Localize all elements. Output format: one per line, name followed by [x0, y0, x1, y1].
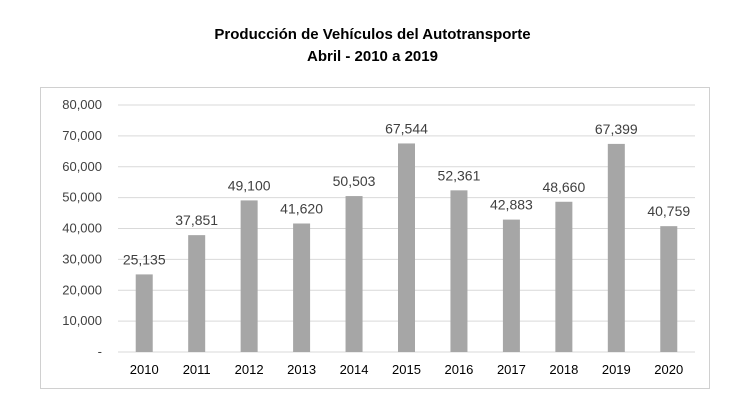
- y-tick-label: 30,000: [62, 251, 102, 266]
- x-tick-label: 2015: [392, 362, 421, 377]
- y-tick-label: 60,000: [62, 159, 102, 174]
- data-label-2018: 48,660: [542, 179, 585, 195]
- data-label-2010: 25,135: [123, 251, 166, 267]
- y-tick-label: 80,000: [62, 97, 102, 112]
- x-tick-label: 2016: [444, 362, 473, 377]
- x-tick-label: 2010: [130, 362, 159, 377]
- data-label-2019: 67,399: [595, 121, 638, 137]
- x-tick-label: 2012: [235, 362, 264, 377]
- x-tick-label: 2018: [549, 362, 578, 377]
- x-tick-label: 2011: [183, 362, 211, 377]
- data-label-2017: 42,883: [490, 197, 533, 213]
- data-label-2011: 37,851: [175, 212, 218, 228]
- data-label-2012: 49,100: [228, 177, 271, 193]
- data-label-2013: 41,620: [280, 200, 323, 216]
- bar-2015: [398, 143, 415, 352]
- x-tick-label: 2020: [654, 362, 683, 377]
- data-label-2016: 52,361: [438, 167, 481, 183]
- bar-2017: [502, 219, 520, 352]
- y-tick-label: 70,000: [62, 128, 102, 143]
- y-tick-label: 50,000: [62, 190, 102, 205]
- chart-title-block: Producción de Vehículos del Autotranspor…: [0, 24, 745, 68]
- x-tick-label: 2019: [602, 362, 631, 377]
- chart-title: Producción de Vehículos del Autotranspor…: [214, 26, 531, 43]
- x-tick-label: 2017: [497, 362, 526, 377]
- bar-2018: [555, 201, 573, 352]
- data-label-2014: 50,503: [333, 173, 376, 189]
- bar-2013: [293, 223, 311, 352]
- data-label-2020: 40,759: [647, 203, 690, 219]
- y-tick-label: -: [98, 344, 102, 359]
- x-tick-label: 2013: [287, 362, 316, 377]
- bar-2012: [240, 200, 258, 352]
- y-tick-label: 40,000: [62, 221, 102, 236]
- x-tick-label: 2014: [340, 362, 369, 377]
- chart-frame: [40, 87, 710, 389]
- bar-2014: [345, 196, 363, 352]
- bar-2019: [607, 143, 625, 352]
- bar-2016: [450, 190, 468, 352]
- bar-2010: [135, 274, 153, 352]
- data-label-2015: 67,544: [385, 120, 428, 136]
- y-tick-label: 10,000: [62, 313, 102, 328]
- y-tick-label: 20,000: [62, 282, 102, 297]
- chart-subtitle: Abril - 2010 a 2019: [307, 48, 438, 65]
- bar-2020: [660, 226, 678, 352]
- bar-2011: [188, 235, 206, 352]
